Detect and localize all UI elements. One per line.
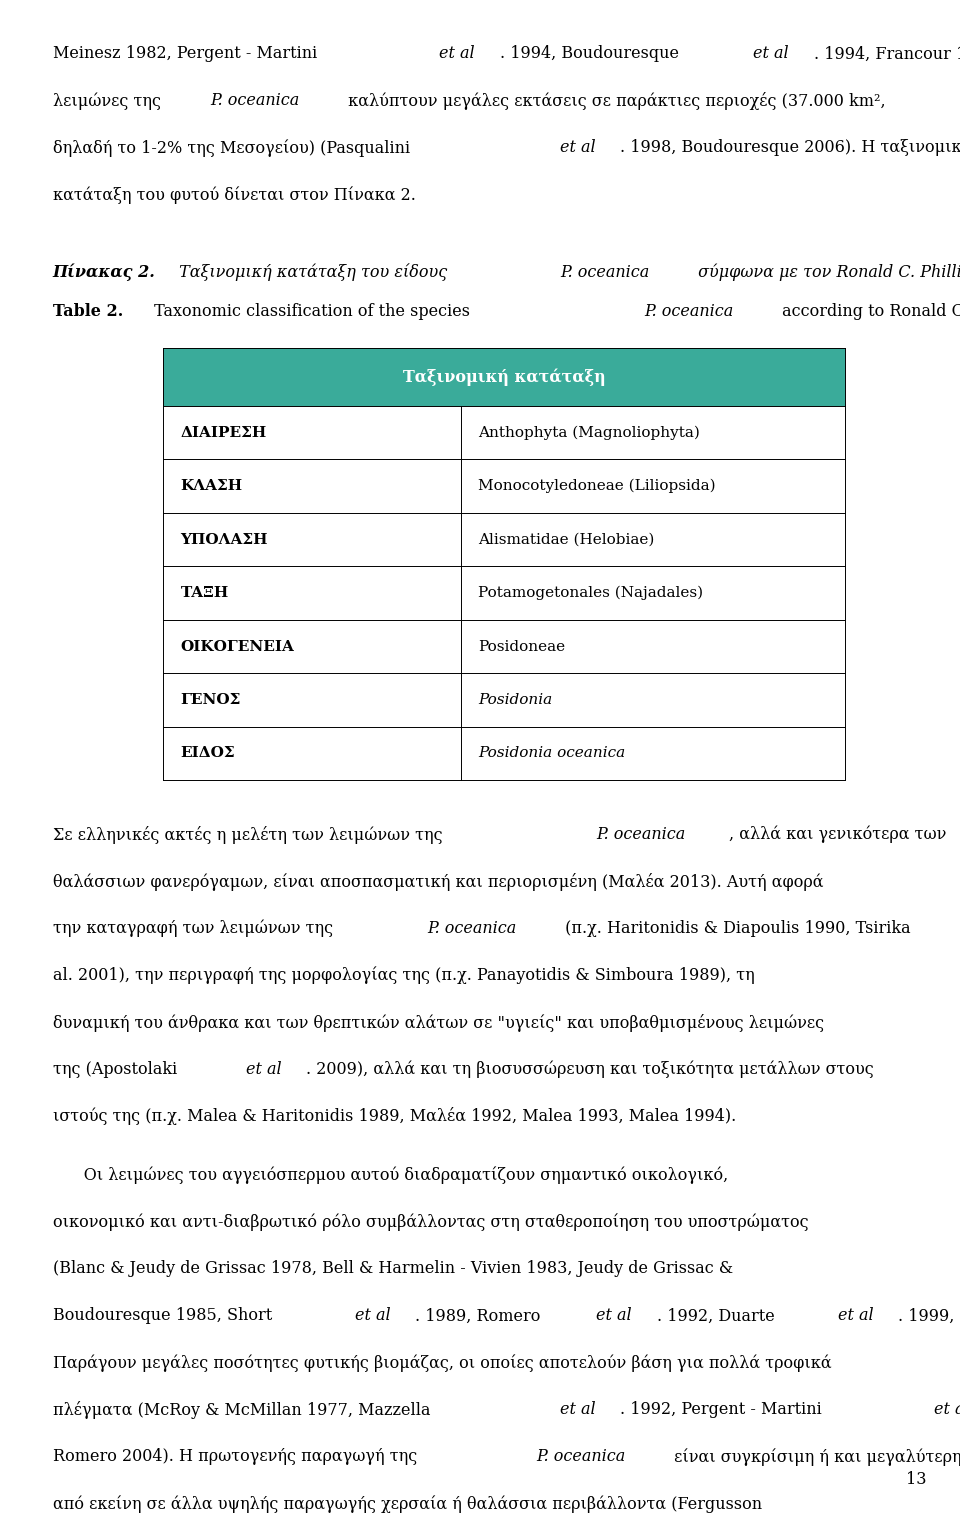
Text: Monocotyledoneae (Liliopsida): Monocotyledoneae (Liliopsida)	[478, 479, 716, 494]
Text: P. oceanica: P. oceanica	[560, 264, 649, 280]
Text: Παράγουν μεγάλες ποσότητες φυτικής βιομάζας, οι οποίες αποτελούν βάση για πολλά : Παράγουν μεγάλες ποσότητες φυτικής βιομά…	[53, 1354, 831, 1373]
Text: . 1998, Boudouresque 2006). Η ταξινομική: . 1998, Boudouresque 2006). Η ταξινομική	[620, 139, 960, 156]
Text: et al: et al	[596, 1307, 632, 1324]
Text: P. oceanica: P. oceanica	[536, 1448, 625, 1465]
Text: . 1992, Duarte: . 1992, Duarte	[657, 1307, 780, 1324]
Text: et al: et al	[440, 45, 475, 62]
Text: P. oceanica: P. oceanica	[644, 303, 733, 320]
Text: ΤΑΞΗ: ΤΑΞΗ	[180, 586, 228, 600]
Text: από εκείνη σε άλλα υψηλής παραγωγής χερσαία ή θαλάσσια περιβάλλοντα (Fergusson: από εκείνη σε άλλα υψηλής παραγωγής χερσ…	[53, 1495, 767, 1513]
Text: Πίνακας 2.: Πίνακας 2.	[53, 264, 156, 282]
Text: Table 2.: Table 2.	[53, 303, 123, 320]
Text: Posidonia oceanica: Posidonia oceanica	[478, 747, 625, 761]
Text: πλέγματα (McRoy & McMillan 1977, Mazzella: πλέγματα (McRoy & McMillan 1977, Mazzell…	[53, 1401, 436, 1420]
Text: Meinesz 1982, Pergent - Martini: Meinesz 1982, Pergent - Martini	[53, 45, 323, 62]
Text: P. oceanica: P. oceanica	[596, 826, 685, 842]
Text: . 1992, Pergent - Martini: . 1992, Pergent - Martini	[620, 1401, 828, 1418]
Text: et al: et al	[754, 45, 789, 62]
Text: ιστούς της (π.χ. Malea & Haritonidis 1989, Μαλέα 1992, Malea 1993, Malea 1994).: ιστούς της (π.χ. Malea & Haritonidis 198…	[53, 1107, 736, 1126]
Text: ΔΙΑΙΡΕΣΗ: ΔΙΑΙΡΕΣΗ	[180, 426, 267, 439]
Text: Anthophyta (Magnoliophyta): Anthophyta (Magnoliophyta)	[478, 426, 700, 439]
Text: Οι λειμώνες του αγγειόσπερμου αυτού διαδραματίζουν σημαντικό οικολογικό,: Οι λειμώνες του αγγειόσπερμου αυτού διαδ…	[53, 1167, 728, 1185]
Text: Posidoneae: Posidoneae	[478, 639, 565, 653]
Text: λειμώνες της: λειμώνες της	[53, 92, 166, 111]
Text: (π.χ. Haritonidis & Diapoulis 1990, Tsirika: (π.χ. Haritonidis & Diapoulis 1990, Tsir…	[560, 920, 916, 936]
Text: , αλλά και γενικότερα των: , αλλά και γενικότερα των	[729, 826, 947, 844]
Text: Ταξινομική κατάταξη: Ταξινομική κατάταξη	[402, 368, 606, 386]
Text: P. oceanica: P. oceanica	[427, 920, 516, 936]
Text: Posidonia: Posidonia	[478, 692, 552, 708]
Text: την καταγραφή των λειμώνων της: την καταγραφή των λειμώνων της	[53, 920, 338, 938]
Text: P. oceanica: P. oceanica	[210, 92, 299, 109]
Text: ΓΕΝΟΣ: ΓΕΝΟΣ	[180, 692, 241, 708]
Text: κατάταξη του φυτού δίνεται στον Πίνακα 2.: κατάταξη του φυτού δίνεται στον Πίνακα 2…	[53, 186, 416, 205]
Text: ΟΙΚΟΓΕΝΕΙΑ: ΟΙΚΟΓΕΝΕΙΑ	[180, 639, 295, 653]
Text: Potamogetonales (Najadales): Potamogetonales (Najadales)	[478, 586, 704, 600]
Text: et al: et al	[838, 1307, 874, 1324]
Text: Alismatidae (Helobiae): Alismatidae (Helobiae)	[478, 533, 655, 547]
Text: et al: et al	[354, 1307, 391, 1324]
Text: et al: et al	[246, 1060, 281, 1077]
Text: είναι συγκρίσιμη ή και μεγαλύτερη: είναι συγκρίσιμη ή και μεγαλύτερη	[668, 1448, 960, 1467]
Text: Ταξινομική κατάταξη του είδους: Ταξινομική κατάταξη του είδους	[174, 264, 452, 282]
Text: της (Apostolaki: της (Apostolaki	[53, 1060, 182, 1077]
Text: . 1994, Francour 1997). Οι: . 1994, Francour 1997). Οι	[813, 45, 960, 62]
Text: . 1994, Boudouresque: . 1994, Boudouresque	[499, 45, 684, 62]
FancyBboxPatch shape	[163, 348, 845, 406]
Text: Σε ελληνικές ακτές η μελέτη των λειμώνων της: Σε ελληνικές ακτές η μελέτη των λειμώνων…	[53, 826, 447, 844]
Text: καλύπτουν μεγάλες εκτάσεις σε παράκτιες περιοχές (37.000 km²,: καλύπτουν μεγάλες εκτάσεις σε παράκτιες …	[343, 92, 885, 111]
Text: δυναμική του άνθρακα και των θρεπτικών αλάτων σε "υγιείς" και υποβαθμισμένους λε: δυναμική του άνθρακα και των θρεπτικών α…	[53, 1014, 824, 1032]
Text: al. 2001), την περιγραφή της μορφολογίας της (π.χ. Panayotidis & Simboura 1989),: al. 2001), την περιγραφή της μορφολογίας…	[53, 967, 755, 985]
Text: Taxonomic classification of the species: Taxonomic classification of the species	[150, 303, 475, 320]
Text: et al: et al	[560, 1401, 595, 1418]
Text: ΕΙΔΟΣ: ΕΙΔΟΣ	[180, 747, 235, 761]
Text: Boudouresque 1985, Short: Boudouresque 1985, Short	[53, 1307, 277, 1324]
Text: . 2009), αλλά και τη βιοσυσσώρευση και τοξικότητα μετάλλων στους: . 2009), αλλά και τη βιοσυσσώρευση και τ…	[306, 1060, 875, 1079]
Text: . 1999, 2002, 2004).: . 1999, 2002, 2004).	[898, 1307, 960, 1324]
Text: according to Ronald C. Phillips (1988): according to Ronald C. Phillips (1988)	[778, 303, 960, 320]
Text: δηλαδή το 1-2% της Μεσογείου) (Pasqualini: δηλαδή το 1-2% της Μεσογείου) (Pasqualin…	[53, 139, 415, 158]
Text: et al: et al	[560, 139, 595, 156]
Text: Romero 2004). Η πρωτογενής παραγωγή της: Romero 2004). Η πρωτογενής παραγωγή της	[53, 1448, 422, 1465]
Text: 13: 13	[906, 1471, 926, 1488]
Text: θαλάσσιων φανερόγαμων, είναι αποσπασματική και περιορισμένη (Μαλέα 2013). Αυτή α: θαλάσσιων φανερόγαμων, είναι αποσπασματι…	[53, 873, 824, 891]
Text: (Blanc & Jeudy de Grissac 1978, Bell & Harmelin - Vivien 1983, Jeudy de Grissac : (Blanc & Jeudy de Grissac 1978, Bell & H…	[53, 1260, 732, 1277]
Text: . 1989, Romero: . 1989, Romero	[415, 1307, 545, 1324]
Text: ΥΠΟΛΑΣΗ: ΥΠΟΛΑΣΗ	[180, 533, 268, 547]
Text: et al: et al	[934, 1401, 960, 1418]
Text: σύμφωνα με τον Ronald C. Phillips (1988): σύμφωνα με τον Ronald C. Phillips (1988)	[693, 264, 960, 282]
Text: οικονομικό και αντι-διαβρωτικό ρόλο συμβάλλοντας στη σταθεροποίηση του υποστρώμα: οικονομικό και αντι-διαβρωτικό ρόλο συμβ…	[53, 1214, 808, 1232]
Text: ΚΛΑΣΗ: ΚΛΑΣΗ	[180, 479, 243, 494]
